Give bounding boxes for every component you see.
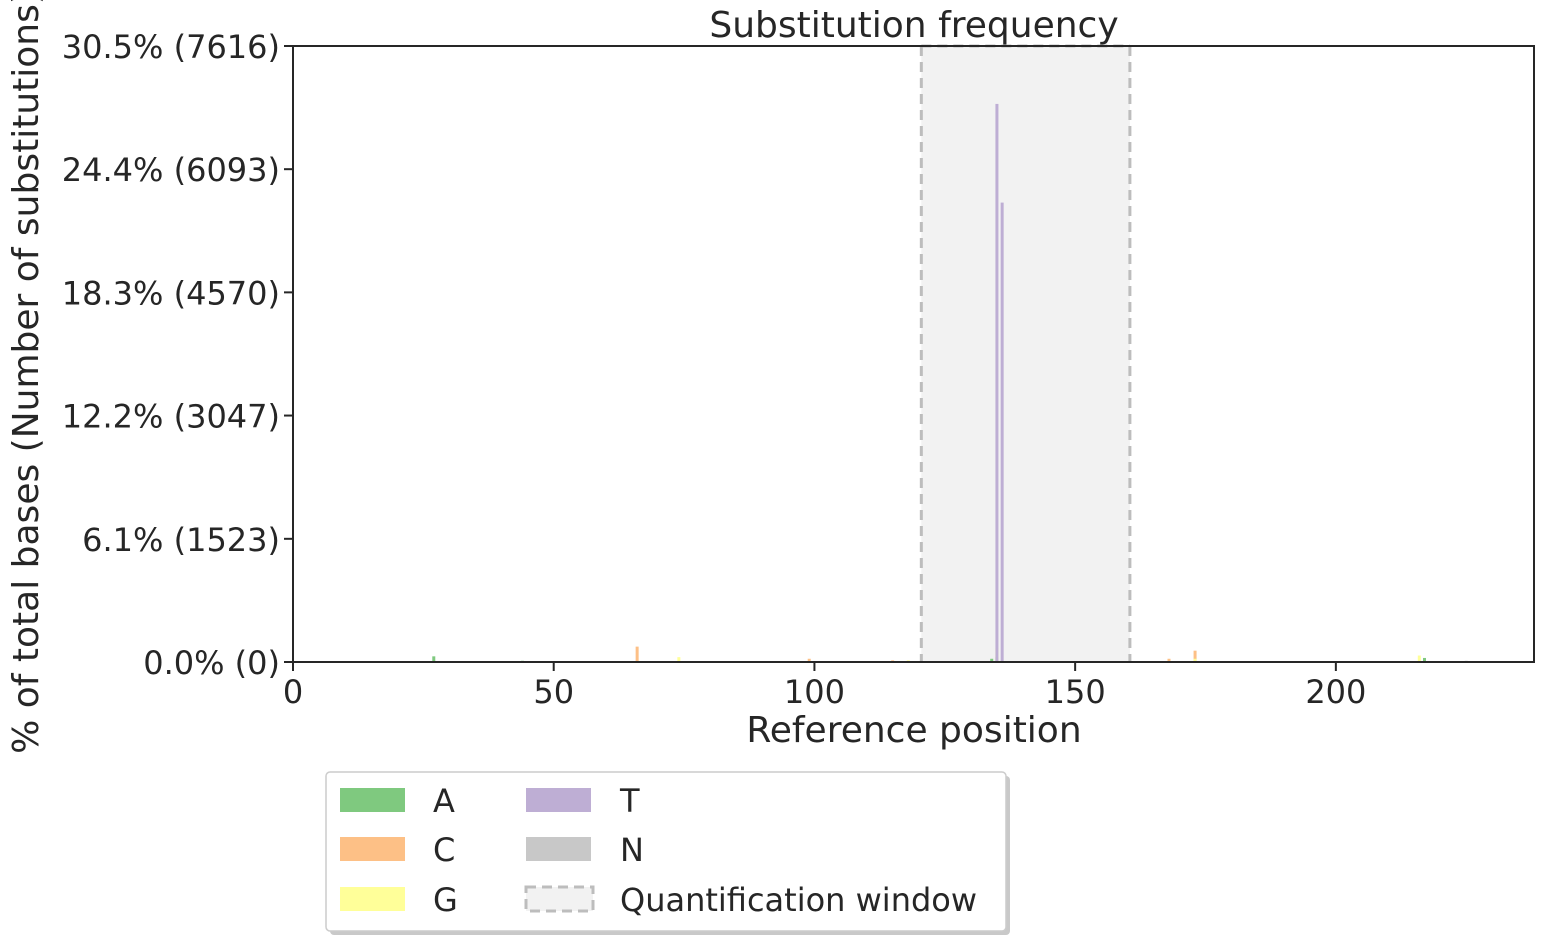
legend-label-quantification-window: Quantification window bbox=[620, 881, 977, 919]
y-tick-label: 6.1% (1523) bbox=[82, 521, 280, 559]
legend-swatch-t bbox=[526, 788, 591, 812]
bar-g-74 bbox=[677, 657, 681, 662]
quantification-window-layer bbox=[919, 44, 1132, 662]
legend-items: ACG TN Quantification window bbox=[340, 782, 977, 919]
legend-label-g: G bbox=[433, 881, 458, 919]
bar-t-136 bbox=[1000, 202, 1004, 662]
y-tick-label: 18.3% (4570) bbox=[62, 274, 280, 312]
bar-a-27 bbox=[432, 656, 436, 662]
x-axis-label: Reference position bbox=[746, 710, 1081, 751]
x-tick-label: 200 bbox=[1305, 673, 1366, 711]
y-tick-label: 0.0% (0) bbox=[143, 644, 280, 682]
plot-frame bbox=[292, 45, 1535, 663]
x-tick-label: 150 bbox=[1045, 673, 1106, 711]
legend-label-t: T bbox=[619, 782, 640, 820]
y-axis-label: % of total bases (Number of substitution… bbox=[6, 0, 47, 754]
legend-swatch-n bbox=[526, 837, 591, 861]
x-axis: 0 50 100 150 200 bbox=[283, 662, 1366, 711]
bar-g-216 bbox=[1417, 655, 1421, 662]
bar-c-66 bbox=[635, 646, 639, 662]
x-tick-label: 50 bbox=[533, 673, 574, 711]
x-tick-label: 100 bbox=[784, 673, 845, 711]
legend-swatch-g bbox=[340, 887, 405, 911]
x-tick-label: 0 bbox=[283, 673, 303, 711]
bar-a-217 bbox=[1423, 657, 1426, 662]
bar-g-173 bbox=[1193, 658, 1197, 662]
legend-frame bbox=[325, 771, 1007, 932]
y-tick-label: 24.4% (6093) bbox=[62, 151, 280, 189]
legend-label-c: C bbox=[433, 831, 455, 869]
legend: ACG TN Quantification window bbox=[325, 771, 1010, 935]
bar-c-168 bbox=[1167, 658, 1171, 662]
y-tick-label: 12.2% (3047) bbox=[62, 398, 280, 436]
legend-swatch-a bbox=[340, 788, 405, 812]
bar-c-173 bbox=[1193, 650, 1197, 662]
bar-c-99 bbox=[807, 658, 811, 662]
legend-label-a: A bbox=[433, 782, 455, 820]
chart-title: Substitution frequency bbox=[709, 5, 1118, 46]
legend-swatch-c bbox=[340, 837, 405, 861]
bar-t-135 bbox=[995, 103, 999, 663]
y-axis: 0.0% (0) 6.1% (1523) 12.2% (3047) 18.3% (45… bbox=[62, 28, 293, 682]
legend-swatch-quantification-window bbox=[524, 885, 595, 913]
legend-label-n: N bbox=[620, 831, 644, 869]
quantification-window-area bbox=[921, 46, 1130, 662]
bar-a-134 bbox=[990, 658, 994, 662]
y-tick-label: 30.5% (7616) bbox=[62, 28, 280, 66]
